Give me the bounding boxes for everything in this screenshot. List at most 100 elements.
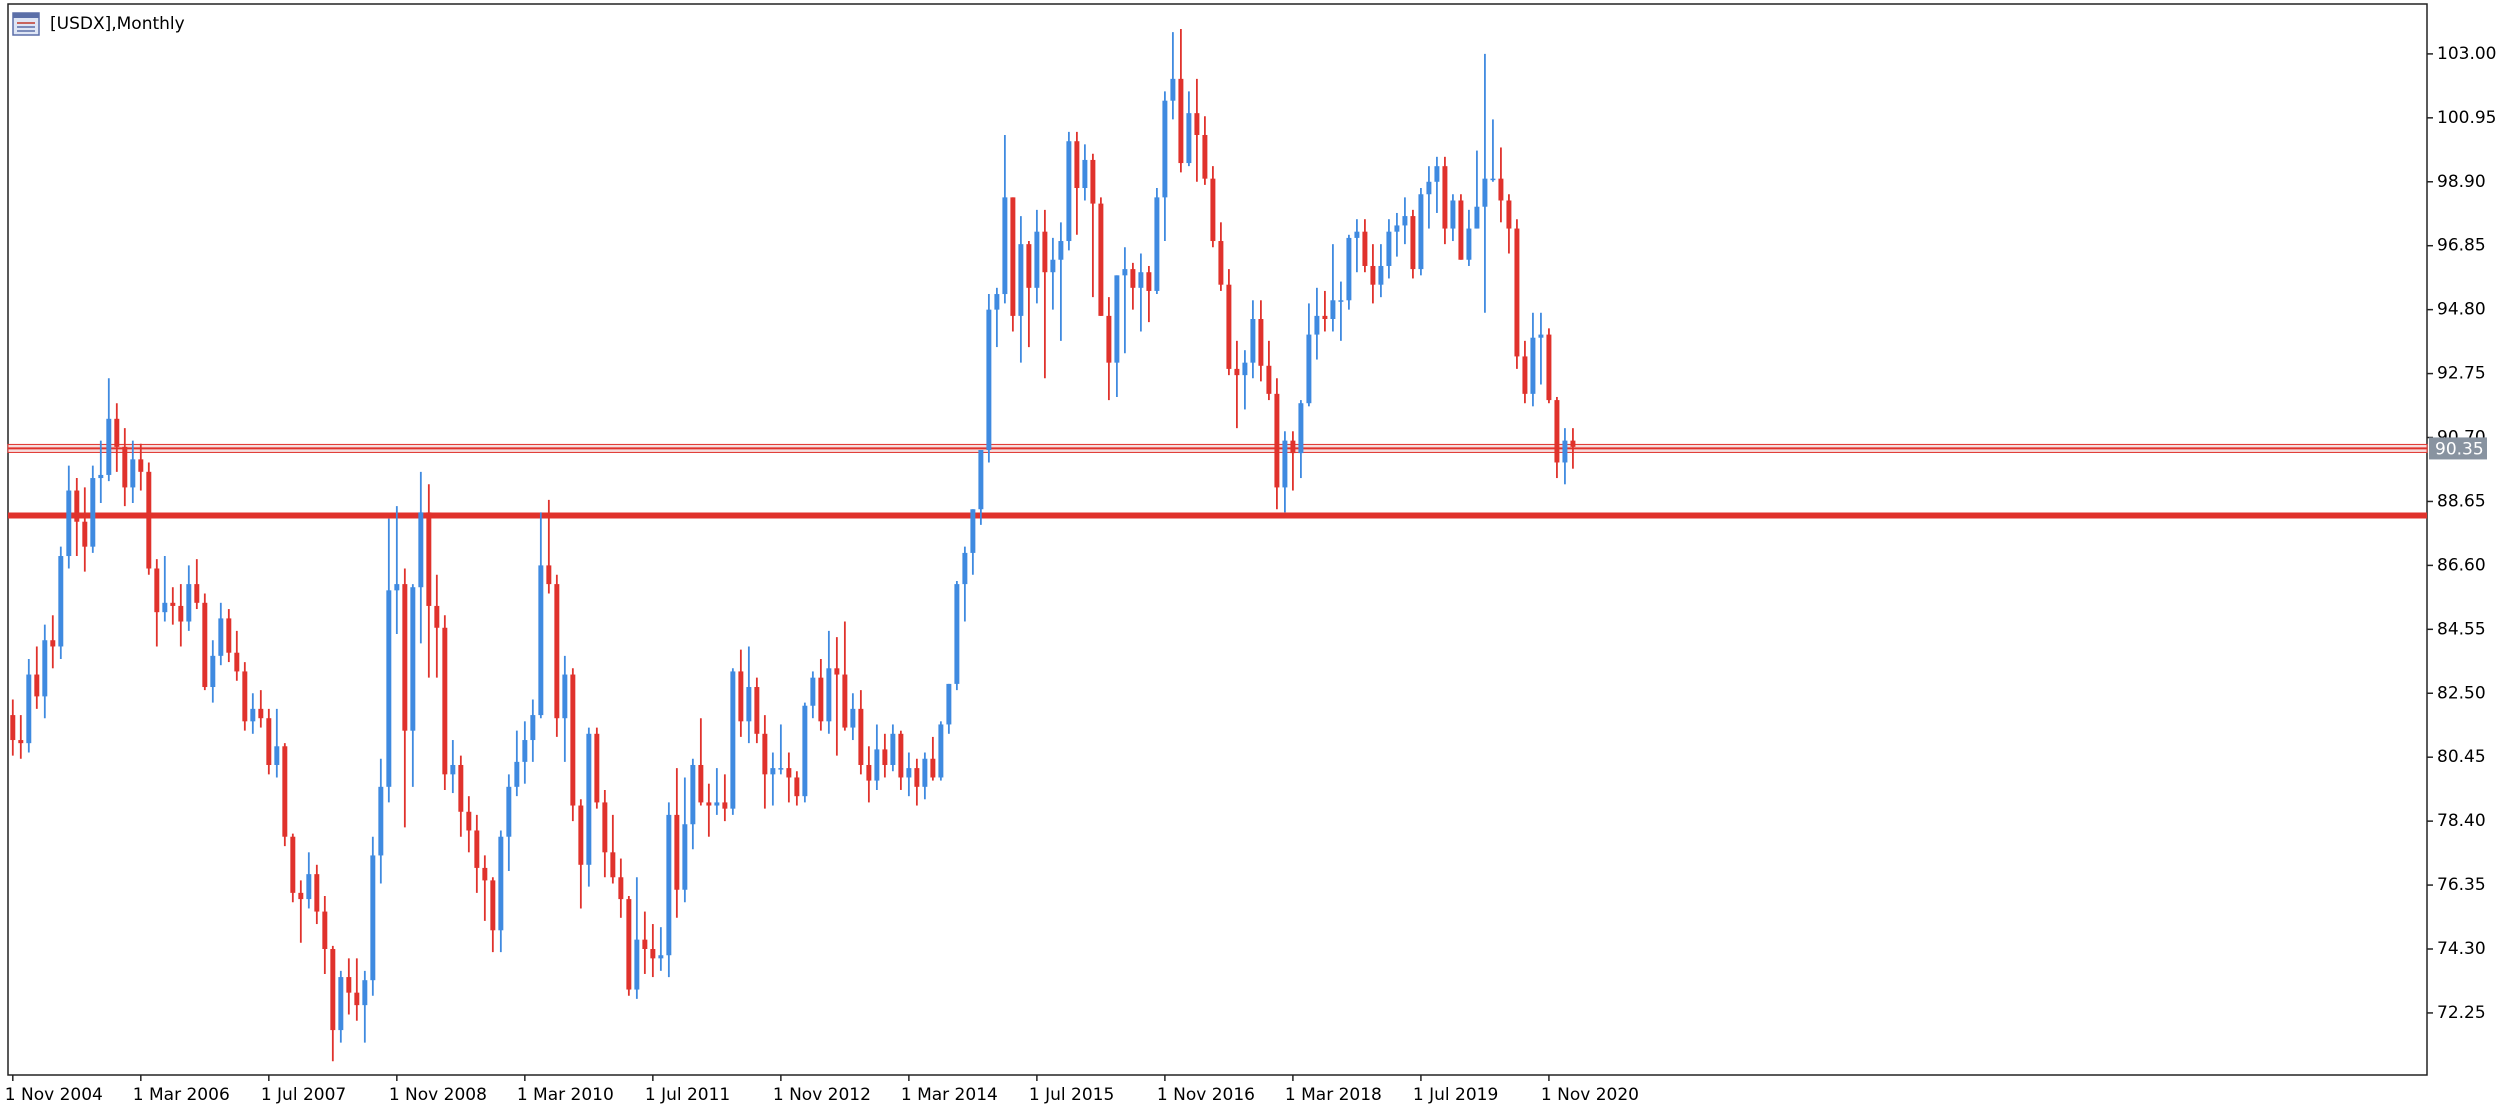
candle-body [1154, 197, 1160, 291]
candle-body [570, 674, 576, 806]
candle-body [1266, 365, 1272, 394]
candle-body [42, 640, 48, 697]
candle-body [642, 939, 648, 949]
y-tick-label: 103.00 [2437, 44, 2496, 64]
candle-body [954, 584, 960, 684]
candle-body [746, 687, 752, 722]
candle-body [690, 764, 696, 825]
candle-body [410, 587, 416, 731]
candle-body [1234, 368, 1240, 376]
price-label-box [2429, 437, 2487, 460]
candle-body [154, 568, 160, 613]
candle-body [418, 512, 424, 588]
candle-body [314, 874, 320, 912]
candle-body [762, 733, 768, 775]
y-tick-label: 96.85 [2437, 236, 2486, 256]
candle-body [1394, 225, 1400, 232]
x-tick-label: 1 Nov 2004 [5, 1085, 103, 1105]
candle-body [978, 449, 984, 510]
candle-body [1002, 197, 1008, 295]
candle-body [194, 584, 200, 603]
candle-body [722, 802, 728, 809]
candle-body [1362, 231, 1368, 266]
candle-body [1282, 440, 1288, 488]
candle-body [962, 552, 968, 585]
candle-body [170, 602, 176, 606]
candle-body [362, 980, 368, 1006]
candle-body [1386, 231, 1392, 266]
candle-body [618, 877, 624, 900]
candle-body [1194, 113, 1200, 135]
candle-body [594, 733, 600, 803]
candle-body [834, 668, 840, 675]
plot-frame [7, 3, 2428, 1076]
candle-body [50, 640, 56, 647]
candle-body [770, 768, 776, 775]
candle-body [1082, 159, 1088, 189]
candle-body [858, 708, 864, 765]
y-tick-label: 84.55 [2437, 619, 2486, 639]
candle-body [778, 768, 784, 770]
candle-body [562, 674, 568, 719]
candle-body [730, 671, 736, 809]
candle-body [82, 521, 88, 547]
candle-body [1162, 100, 1168, 198]
candle-body [1066, 141, 1072, 242]
y-tick-label: 100.95 [2437, 108, 2496, 128]
candle-body [98, 474, 104, 479]
candle-body [994, 294, 1000, 310]
candle-body [874, 749, 880, 781]
candle-body [426, 512, 432, 606]
candle-body [1458, 200, 1464, 260]
candle-body [1498, 178, 1504, 201]
candle-body [298, 892, 304, 900]
candle-body [522, 740, 528, 762]
candle-body [1146, 272, 1152, 291]
y-tick-label: 76.35 [2437, 875, 2486, 895]
candle-body [882, 749, 888, 765]
candle-body [714, 802, 720, 806]
candle-body [1122, 269, 1128, 276]
candle-body [266, 718, 272, 765]
candle-body [530, 715, 536, 741]
candle-body [1210, 178, 1216, 242]
candle-body [1106, 315, 1112, 363]
y-tick-label: 86.60 [2437, 555, 2486, 575]
candle-body [970, 509, 976, 553]
candle-body [66, 490, 72, 557]
candle-body [378, 786, 384, 856]
candle-body [10, 715, 16, 741]
candle-body [850, 708, 856, 728]
candle-body [898, 733, 904, 778]
candle-body [394, 584, 400, 591]
candle-body [818, 677, 824, 722]
candle-body [330, 949, 336, 1031]
candle-body [1298, 403, 1304, 454]
candle-body [434, 605, 440, 628]
candle-body [34, 674, 40, 697]
x-tick-label: 1 Jul 2015 [1029, 1085, 1114, 1105]
candle-body [162, 602, 168, 613]
candle-body [450, 764, 456, 775]
candle-body [1226, 284, 1232, 369]
candle-body [922, 758, 928, 787]
x-tick-label: 1 Jul 2007 [261, 1085, 346, 1105]
candle-body [130, 459, 136, 488]
candle-body [610, 852, 616, 878]
y-tick-label: 74.30 [2437, 939, 2486, 959]
candle-body [930, 758, 936, 778]
candle-body [402, 584, 408, 731]
candle-body [1466, 228, 1472, 260]
candle-body [482, 867, 488, 881]
candle-body [146, 471, 152, 569]
candle-body [1490, 178, 1496, 181]
candle-body [538, 565, 544, 716]
candle-body [674, 814, 680, 890]
candle-body [1170, 78, 1176, 101]
candle-body [1034, 231, 1040, 288]
candle-body [202, 602, 208, 688]
candle-body [602, 802, 608, 853]
candle-body [138, 459, 144, 472]
candle-body [346, 977, 352, 993]
